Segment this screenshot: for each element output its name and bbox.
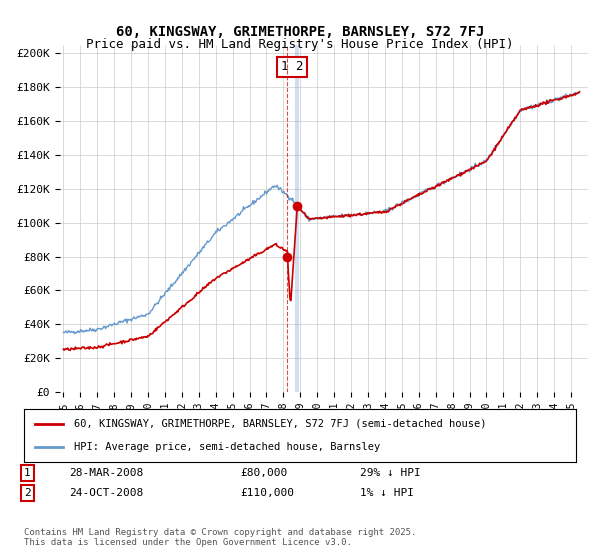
Text: Price paid vs. HM Land Registry's House Price Index (HPI): Price paid vs. HM Land Registry's House … xyxy=(86,38,514,51)
Text: £80,000: £80,000 xyxy=(240,468,287,478)
Text: HPI: Average price, semi-detached house, Barnsley: HPI: Average price, semi-detached house,… xyxy=(74,442,380,452)
Text: £110,000: £110,000 xyxy=(240,488,294,498)
Text: Contains HM Land Registry data © Crown copyright and database right 2025.
This d: Contains HM Land Registry data © Crown c… xyxy=(24,528,416,547)
Text: 60, KINGSWAY, GRIMETHORPE, BARNSLEY, S72 7FJ (semi-detached house): 60, KINGSWAY, GRIMETHORPE, BARNSLEY, S72… xyxy=(74,419,486,429)
Text: 60, KINGSWAY, GRIMETHORPE, BARNSLEY, S72 7FJ: 60, KINGSWAY, GRIMETHORPE, BARNSLEY, S72… xyxy=(116,25,484,39)
Text: 1% ↓ HPI: 1% ↓ HPI xyxy=(360,488,414,498)
Text: 24-OCT-2008: 24-OCT-2008 xyxy=(69,488,143,498)
Text: 28-MAR-2008: 28-MAR-2008 xyxy=(69,468,143,478)
Text: 1: 1 xyxy=(24,468,31,478)
Text: 1 2: 1 2 xyxy=(281,60,304,73)
Text: 29% ↓ HPI: 29% ↓ HPI xyxy=(360,468,421,478)
Text: 2: 2 xyxy=(24,488,31,498)
